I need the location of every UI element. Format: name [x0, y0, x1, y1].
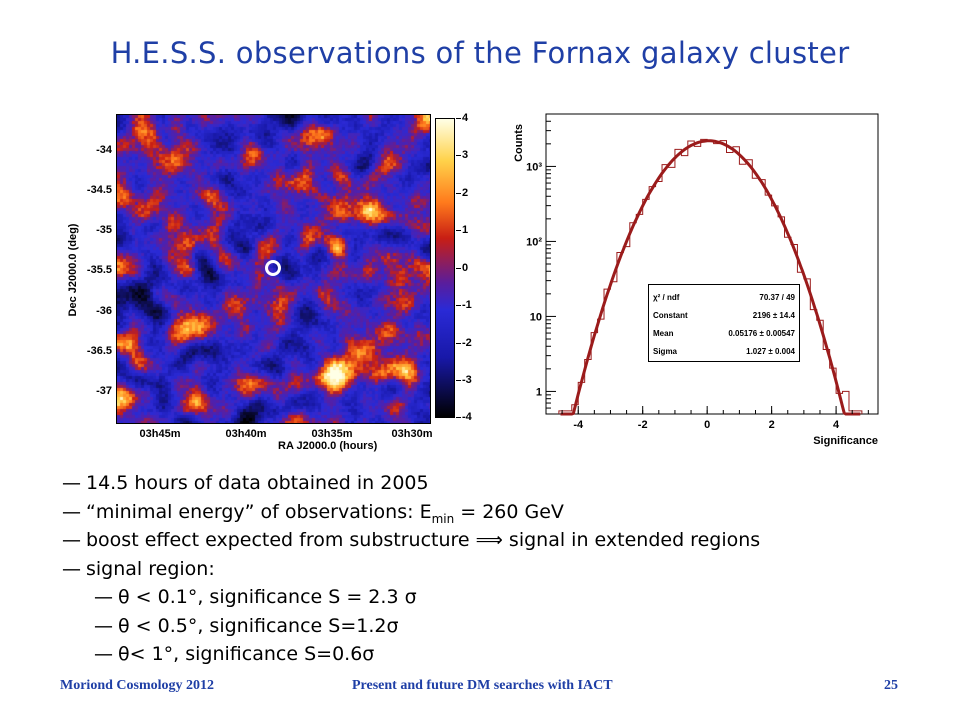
- stats-label: Sigma: [653, 346, 678, 356]
- gaussian-fit-curve: [560, 139, 861, 416]
- bullet-item: — 14.5 hours of data obtained in 2005: [62, 472, 760, 501]
- colorbar-tick-label: 4: [462, 112, 469, 124]
- colorbar-tick-label: 1: [462, 224, 469, 236]
- fit-stats-box: χ² / ndf 70.37 / 49 Constant 2196 ± 14.4 M…: [648, 284, 800, 362]
- stats-row: Mean 0.05176 ± 0.00547: [653, 324, 795, 342]
- x-tick-label: 2: [769, 419, 775, 431]
- dec-tick-label: -35.5: [86, 264, 112, 276]
- colorbar-tick: [456, 380, 461, 381]
- colorbar-tick: [456, 305, 461, 306]
- colorbar-tick: [456, 118, 461, 119]
- histogram-y-axis-label: Counts: [513, 124, 525, 162]
- colorbar-tick: [456, 230, 461, 231]
- colorbar-tick: [456, 268, 461, 269]
- bullet-text-post: = 260 GeV: [454, 500, 564, 523]
- colorbar-tick-label: -3: [462, 374, 472, 386]
- colorbar-tick-label: 3: [462, 149, 469, 161]
- x-tick-label: -2: [638, 419, 648, 431]
- sub-bullet-text: θ < 0.5°, significance S=1.2σ: [118, 614, 399, 637]
- y-tick-label: 1: [536, 386, 542, 398]
- x-tick-label: 0: [704, 419, 710, 431]
- footer-left: Moriond Cosmology 2012: [60, 678, 214, 693]
- dec-tick-label: -34.5: [86, 184, 112, 196]
- dash-marker: —: [62, 529, 81, 551]
- colorbar-tick: [456, 417, 461, 418]
- stats-row: χ² / ndf 70.37 / 49: [653, 288, 795, 306]
- colorbar-tick-label: -4: [462, 411, 472, 423]
- significance-skymap: Dec J2000.0 (deg) -34 -34.5 -35 -35.5 -3…: [60, 104, 480, 454]
- footer-page-number: 25: [884, 678, 898, 693]
- ra-tick-label: 03h40m: [225, 428, 267, 440]
- colorbar: [435, 118, 455, 418]
- stats-value: 1.027 ± 0.004: [746, 346, 795, 356]
- stats-value: 0.05176 ± 0.00547: [728, 328, 795, 338]
- dash-marker: —: [62, 500, 81, 523]
- bullet-list: — 14.5 hours of data obtained in 2005 — …: [62, 472, 760, 672]
- bullet-item: — “minimal energy” of observations: Emin…: [62, 501, 760, 530]
- dash-marker: —: [94, 586, 113, 608]
- bullet-text-pre: “minimal energy” of observations: E: [86, 500, 432, 523]
- bullet-text: boost effect expected from substructure …: [86, 529, 761, 551]
- significance-histogram: -4 -2 0 2 4 1 10 10² 10³ Significance Counts χ² / …: [508, 104, 898, 454]
- histogram-x-axis-label: Significance: [813, 435, 878, 447]
- footer-center: Present and future DM searches with IACT: [352, 678, 613, 693]
- stats-value: 2196 ± 14.4: [752, 310, 795, 320]
- bullet-text: “minimal energy” of observations: Emin =…: [86, 501, 564, 526]
- dec-tick-label: -35: [96, 224, 112, 236]
- colorbar-tick: [456, 155, 461, 156]
- slide-title: H.E.S.S. observations of the Fornax gala…: [110, 36, 850, 70]
- colorbar-tick-label: 0: [462, 262, 469, 274]
- stats-label: Constant: [653, 310, 688, 320]
- dash-marker: —: [94, 614, 113, 637]
- stats-row: Sigma 1.027 ± 0.004: [653, 342, 795, 360]
- stats-label: Mean: [653, 328, 674, 338]
- dec-tick-label: -36: [96, 305, 112, 317]
- fornax-position-marker: [265, 260, 281, 276]
- ra-tick-label: 03h45m: [139, 428, 181, 440]
- histogram-plot: -4 -2 0 2 4 1 10 10² 10³ Significance Counts: [513, 113, 879, 447]
- sub-bullet-item: — θ< 1°, significance S=0.6σ: [62, 643, 760, 672]
- stats-value: 70.37 / 49: [759, 292, 795, 302]
- dec-tick-label: -36.5: [86, 345, 112, 357]
- y-tick-label: 10: [530, 311, 542, 323]
- sub-bullet-item: — θ < 0.1°, significance S = 2.3 σ: [62, 586, 760, 615]
- x-tick-label: 4: [833, 419, 840, 431]
- dash-marker: —: [62, 557, 81, 580]
- colorbar-tick-label: 2: [462, 187, 469, 199]
- plot-frame: [545, 113, 879, 415]
- sub-bullet-item: — θ < 0.5°, significance S=1.2σ: [62, 615, 760, 644]
- x-tick-label: -4: [573, 419, 584, 431]
- stats-row: Constant 2196 ± 14.4: [653, 306, 795, 324]
- colorbar-tick-label: -1: [462, 299, 472, 311]
- dec-tick-label: -34: [96, 144, 112, 156]
- bullet-text: 14.5 hours of data obtained in 2005: [86, 472, 429, 494]
- energy-subscript: min: [431, 511, 455, 526]
- bullet-item: — signal region:: [62, 558, 760, 587]
- colorbar-tick-label: -2: [462, 337, 472, 349]
- dash-marker: —: [62, 472, 81, 494]
- dash-marker: —: [94, 643, 113, 665]
- ra-tick-label: 03h35m: [311, 428, 353, 440]
- skymap-x-axis-label: RA J2000.0 (hours): [278, 440, 378, 452]
- y-tick-label: 10²: [526, 236, 542, 248]
- dec-tick-label: -37: [96, 385, 112, 397]
- sub-bullet-text: θ < 0.1°, significance S = 2.3 σ: [118, 586, 417, 608]
- colorbar-tick: [456, 343, 461, 344]
- histogram-bars: [558, 138, 863, 414]
- colorbar-tick: [456, 193, 461, 194]
- bullet-text: signal region:: [86, 557, 215, 580]
- y-tick-label: 10³: [526, 161, 542, 173]
- stats-label: χ² / ndf: [653, 292, 680, 302]
- sub-bullet-text: θ< 1°, significance S=0.6σ: [118, 643, 375, 665]
- ra-tick-label: 03h30m: [391, 428, 433, 440]
- bullet-item: — boost effect expected from substructur…: [62, 529, 760, 558]
